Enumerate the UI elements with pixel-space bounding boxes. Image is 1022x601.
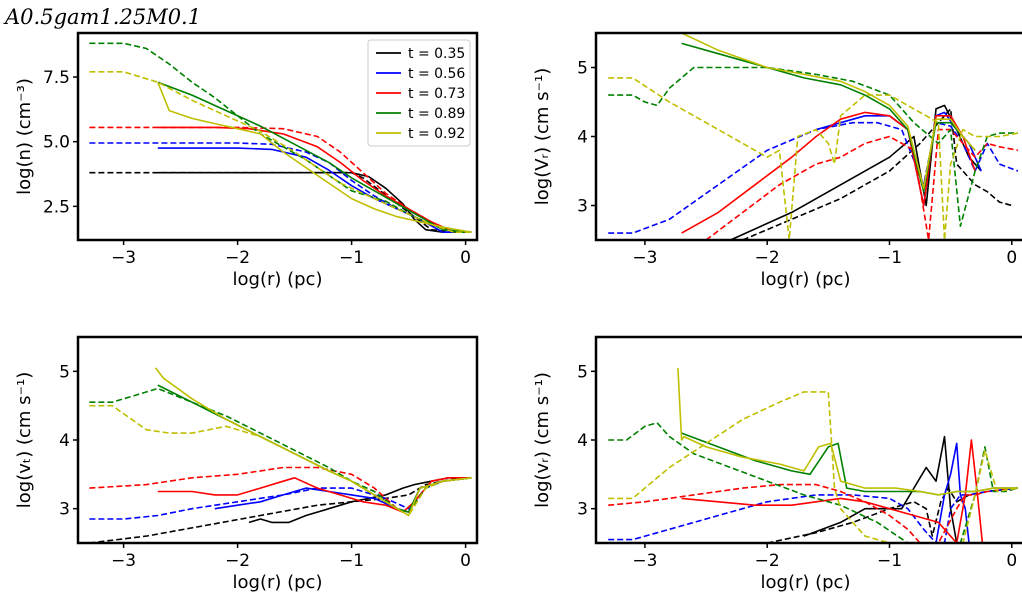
axes-frame: [76, 31, 479, 242]
series-line-t0_35-solid: [248, 476, 472, 524]
series-line-t0_56-dashed: [608, 487, 1018, 543]
series-group: [89, 367, 472, 543]
series-line-t0_92-solid: [681, 33, 976, 190]
series-group: [89, 42, 472, 233]
series-line-t0_89-solid: [681, 432, 1018, 496]
axes-frame: [594, 335, 1022, 545]
x-tick-label: −1: [877, 551, 902, 571]
x-axis-label: log(r) (pc): [233, 269, 323, 290]
series-line-t0_92-dashed: [89, 71, 472, 233]
x-axis-label: log(r) (pc): [761, 269, 851, 290]
series-line-t0_73-solid: [681, 111, 976, 234]
y-tick-label: 3: [577, 197, 588, 217]
y-tick-label: 5.0: [43, 133, 70, 153]
x-axis-label: log(r) (pc): [233, 572, 323, 593]
series-line-t0_89-dashed: [89, 42, 472, 233]
legend-label: t = 0.35: [408, 46, 465, 62]
legend-label: t = 0.56: [408, 66, 465, 82]
y-tick-label: 7.5: [43, 68, 70, 88]
panel-tangential-velocity: −3 −2 −1 0 3 4 5 log(r) (pc) log(vₜ) (cm s⁻¹): [14, 335, 479, 593]
series-line-t0_92-dashed: [608, 77, 1019, 240]
x-tick-label: −2: [225, 248, 250, 268]
x-tick-label: 0: [1006, 248, 1017, 268]
x-tick-label: −3: [632, 248, 657, 268]
y-axis-label: log(vᵣ) (cm s⁻¹): [532, 372, 553, 508]
y-tick-label: 5: [59, 362, 70, 382]
figure-title: A0.5gam1.25M0.1: [3, 5, 201, 29]
legend-box: [367, 39, 471, 147]
series-line-t0_92-dashed: [608, 391, 1019, 543]
legend-label: t = 0.92: [408, 126, 465, 142]
series-line-t0_89-solid: [157, 81, 472, 233]
series-line-t0_73-dashed: [608, 483, 1018, 543]
x-tick-label: −2: [755, 248, 780, 268]
series-line-t0_56-dashed: [608, 121, 1019, 234]
series-line-t0_73-dashed: [705, 128, 1019, 240]
series-line-t0_73-solid: [681, 439, 984, 543]
x-tick-label: 0: [1006, 551, 1017, 571]
x-tick-label: 0: [460, 551, 471, 571]
series-line-t0_56-solid: [935, 442, 970, 543]
legend-label: t = 0.73: [408, 86, 465, 102]
y-axis-label: log(n) (cm⁻³): [14, 78, 35, 195]
series-line-t0_92-solid: [157, 81, 472, 233]
y-tick-label: 4: [577, 128, 588, 148]
panel-radial-velocity-small: −3 −2 −1 0 3 4 5 log(r) (pc) log(vᵣ) (cm s⁻¹): [532, 335, 1022, 593]
series-line-t0_35-solid: [803, 435, 958, 543]
series-group: [608, 367, 1019, 543]
y-tick-label: 2.5: [43, 197, 70, 217]
series-line-t0_89-solid: [681, 42, 976, 193]
series-line-t0_73-solid: [157, 476, 472, 513]
y-tick-label: 5: [577, 59, 588, 79]
y-tick-label: 4: [59, 431, 70, 451]
y-axis-label: log(Vᵣ) (cm s⁻¹): [532, 68, 553, 205]
panel-density: −3 −2 −1 0 2.5 5.0 7.5 log(r) (pc) log(n) (cm⁻³)…: [14, 31, 479, 290]
x-tick-label: −1: [339, 551, 364, 571]
series-line-t0_35-dashed: [742, 108, 1013, 240]
x-tick-label: −2: [755, 551, 780, 571]
series-line-t0_35-solid: [730, 104, 982, 240]
series-line-t0_92-solid: [154, 367, 472, 517]
panel-radial-velocity: −3 −2 −1 0 3 4 5 log(r) (pc) log(Vᵣ) (cm s⁻¹): [532, 31, 1022, 290]
series-line-t0_89-dashed: [608, 66, 1018, 227]
series-line-t0_92-solid: [677, 367, 1018, 496]
series-line-t0_35-dashed: [89, 476, 472, 543]
x-tick-label: −3: [111, 551, 136, 571]
series-line-t0_35-dashed: [89, 171, 472, 233]
series-line-t0_73-dashed: [89, 126, 472, 233]
y-tick-label: 5: [577, 362, 588, 382]
y-tick-label: 3: [577, 500, 588, 520]
legend: t = 0.35 t = 0.56 t = 0.73 t = 0.89 t = 0.92: [367, 39, 471, 147]
x-tick-label: −3: [111, 248, 136, 268]
y-tick-label: 3: [59, 500, 70, 520]
y-tick-label: 4: [577, 431, 588, 451]
y-axis-label: log(vₜ) (cm s⁻¹): [14, 372, 35, 508]
legend-label: t = 0.89: [408, 106, 465, 122]
x-tick-label: −2: [225, 551, 250, 571]
x-tick-label: −1: [339, 248, 364, 268]
series-line-t0_73-solid: [157, 126, 472, 233]
series-line-t0_89-dashed: [608, 421, 1019, 543]
x-axis-label: log(r) (pc): [761, 572, 851, 593]
series-group: [608, 33, 1019, 240]
series-line-t0_89-dashed: [89, 387, 472, 513]
series-line-t0_35-solid: [157, 171, 472, 233]
x-tick-label: −1: [877, 248, 902, 268]
x-tick-label: 0: [460, 248, 471, 268]
x-tick-label: −3: [632, 551, 657, 571]
